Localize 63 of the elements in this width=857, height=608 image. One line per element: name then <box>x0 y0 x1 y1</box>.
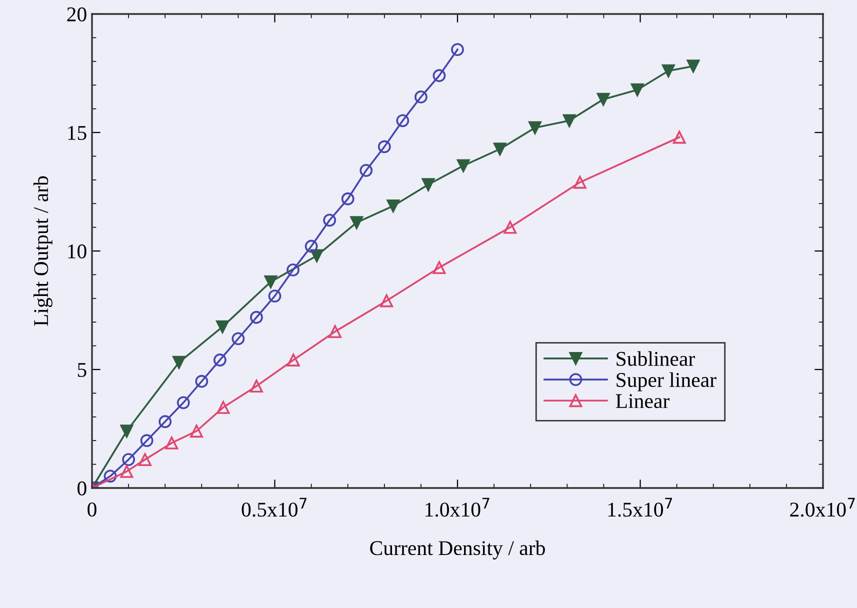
point <box>504 220 517 234</box>
point <box>451 43 464 56</box>
x-tick-label: 0 <box>88 502 96 517</box>
point <box>562 114 576 128</box>
point <box>120 424 134 438</box>
point <box>140 434 154 448</box>
point <box>378 140 391 154</box>
point <box>264 275 278 288</box>
point <box>630 83 644 96</box>
point <box>172 356 186 369</box>
y-tick-label: 15 <box>68 126 86 140</box>
point <box>286 354 300 366</box>
y-tick-label: 0 <box>78 481 86 496</box>
point <box>380 294 394 308</box>
point <box>672 130 686 144</box>
point <box>216 400 230 414</box>
point <box>158 415 172 428</box>
point <box>122 453 136 466</box>
point <box>328 325 342 338</box>
x-axis-title: Current Density / arb <box>370 540 545 560</box>
x-tick-label: 1.0x10$^{7}$ <box>426 498 490 517</box>
point <box>176 396 190 410</box>
point <box>596 92 610 106</box>
point <box>396 114 410 128</box>
x-tick-label: 1.5x10$^{7}$ <box>608 498 672 517</box>
point <box>386 200 400 212</box>
point <box>190 424 203 438</box>
point <box>414 90 428 104</box>
point <box>456 159 470 172</box>
point <box>493 142 506 156</box>
point <box>323 214 336 227</box>
point <box>216 320 229 334</box>
point <box>232 332 245 346</box>
point <box>528 121 542 134</box>
point <box>432 261 446 274</box>
point <box>195 374 208 388</box>
point <box>686 60 700 73</box>
point <box>350 216 364 230</box>
x-tick-label: 0.5x10$^{7}$ <box>242 498 307 517</box>
point <box>422 178 435 192</box>
point <box>120 464 134 478</box>
point <box>573 176 586 189</box>
y-axis-title: Light Output / arb <box>33 176 52 326</box>
point <box>138 453 152 466</box>
point <box>250 310 263 324</box>
legend-label: Linear <box>616 394 670 408</box>
point <box>165 436 178 450</box>
point <box>432 69 446 82</box>
point <box>250 380 263 393</box>
point <box>304 240 318 253</box>
legend-label: Super linear <box>616 372 716 392</box>
point <box>104 470 117 483</box>
point <box>286 264 300 276</box>
x-tick-label: 2.0x10$^{7}$ <box>790 498 855 517</box>
y-tick-label: 5 <box>78 363 86 377</box>
legend-label: Sublinear <box>616 351 695 366</box>
point <box>268 290 282 302</box>
point <box>213 354 226 366</box>
point <box>360 164 373 177</box>
y-tick-label: 10 <box>68 244 86 258</box>
y-tick-label: 20 <box>67 7 86 22</box>
point <box>662 64 675 78</box>
point <box>341 192 354 206</box>
